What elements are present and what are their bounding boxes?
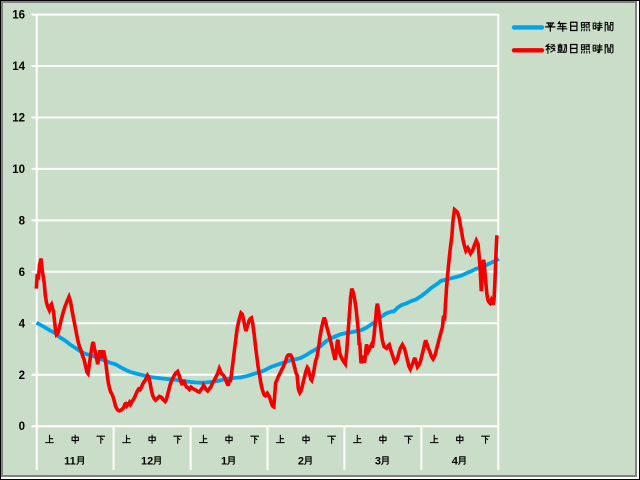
svg-text:11: 11 [64,456,76,468]
svg-text:4: 4 [452,456,459,468]
svg-text:3: 3 [375,456,381,468]
svg-text:2: 2 [298,456,304,468]
svg-text:0: 0 [19,421,25,433]
svg-text:8: 8 [19,215,26,227]
svg-text:4: 4 [19,318,26,330]
svg-text:10: 10 [12,164,25,176]
svg-text:12: 12 [141,456,153,468]
svg-text:14: 14 [12,61,25,73]
svg-text:1: 1 [221,456,227,468]
svg-text:6: 6 [19,267,25,279]
svg-text:16: 16 [12,10,25,22]
svg-text:2: 2 [19,370,25,382]
svg-text:12: 12 [12,113,25,125]
